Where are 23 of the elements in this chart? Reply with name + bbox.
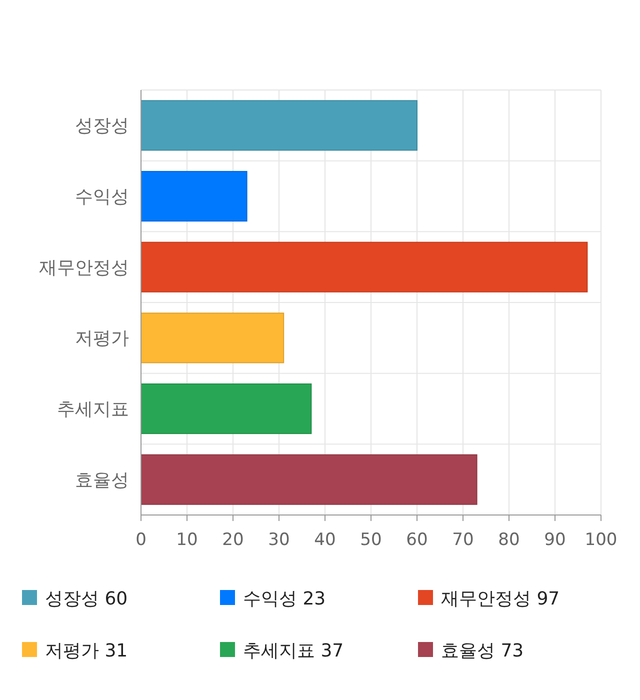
x-tick-label: 20 [222,530,244,550]
legend-label: 수익성 23 [243,588,326,610]
x-tick-label: 10 [176,530,198,550]
x-tick-label: 100 [584,530,618,550]
legend-label: 성장성 60 [45,588,128,610]
y-tick-label: 추세지표 [57,399,129,420]
legend-label: 추세지표 37 [243,640,344,662]
x-tick-label: 0 [136,530,146,550]
legend-label: 효율성 73 [441,640,524,662]
y-tick-label: 재무안정성 [39,257,129,278]
x-tick-label: 80 [498,530,520,550]
x-tick-label: 60 [406,530,428,550]
x-tick-label: 70 [452,530,474,550]
x-tick-label: 30 [268,530,290,550]
y-tick-label: 저평가 [75,328,129,350]
x-tick-label: 50 [360,530,382,550]
y-tick-label: 수익성 [75,186,129,208]
x-tick-label: 40 [314,530,336,550]
y-tick-label: 성장성 [75,116,129,137]
x-tick-label: 90 [544,530,566,550]
legend-label: 저평가 31 [45,640,128,662]
legend-label: 재무안정성 97 [441,588,560,610]
y-tick-label: 효율성 [75,470,129,491]
